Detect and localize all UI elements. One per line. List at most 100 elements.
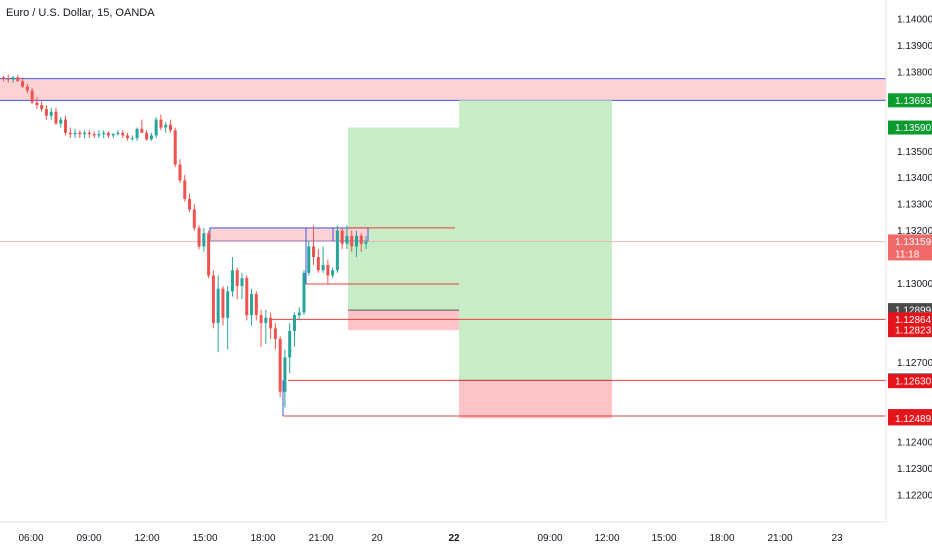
candle-body xyxy=(35,102,39,106)
candle-body xyxy=(178,164,182,181)
candle-body xyxy=(164,124,168,128)
time-axis[interactable]: 06:00 09:00 12:00 15:00 18:00 21:00 20 22 09:00 1… xyxy=(18,533,843,544)
drawing-zones[interactable] xyxy=(0,78,886,419)
price-tag-bg xyxy=(888,323,932,338)
candle xyxy=(292,312,296,347)
candle-body xyxy=(192,209,196,228)
candle xyxy=(259,309,263,347)
long-position-loss xyxy=(459,380,612,419)
candle xyxy=(297,307,301,321)
small-position-profit xyxy=(348,127,459,311)
candle-body xyxy=(335,230,339,271)
candle xyxy=(178,159,182,184)
candle-body xyxy=(288,330,292,358)
candle-body xyxy=(54,111,58,124)
candle-body xyxy=(49,111,53,116)
price-tag-label: 1.12864 xyxy=(895,315,932,326)
candle xyxy=(92,131,96,139)
price-axis-label: 1.14000 xyxy=(897,15,932,26)
price-axis-label: 1.12300 xyxy=(897,464,932,475)
candle xyxy=(245,275,249,321)
price-tag: 1.12823 xyxy=(888,323,932,338)
candle-body xyxy=(307,246,311,273)
candle-body xyxy=(30,90,34,103)
candle-body xyxy=(283,357,287,392)
candle xyxy=(326,259,330,284)
candle xyxy=(302,270,306,316)
candle xyxy=(307,241,311,276)
candle-body xyxy=(316,257,320,271)
time-axis-label: 21:00 xyxy=(308,533,333,544)
price-axis-label: 1.13900 xyxy=(897,41,932,52)
candle-body xyxy=(83,132,87,135)
candle-body xyxy=(254,293,258,316)
candle-body xyxy=(145,132,149,140)
candle xyxy=(226,286,230,350)
candle xyxy=(331,267,335,279)
candle-body xyxy=(25,86,29,91)
candle xyxy=(97,130,101,139)
candle xyxy=(211,270,215,329)
symbol-title[interactable]: Euro / U.S. Dollar, 15, OANDA xyxy=(6,7,155,19)
price-tag-label: 1.13590 xyxy=(895,123,932,134)
candle xyxy=(126,132,130,141)
candle xyxy=(207,230,211,279)
candle xyxy=(121,130,125,139)
candle xyxy=(197,225,201,250)
price-tag: 1.13693 xyxy=(888,93,932,108)
candle-body xyxy=(221,288,225,318)
candle-body xyxy=(173,130,177,165)
candle-body xyxy=(135,128,139,139)
candle-body xyxy=(331,270,335,276)
candle xyxy=(21,77,25,88)
candle xyxy=(250,288,254,326)
candle-body xyxy=(235,270,239,287)
candle xyxy=(240,272,244,300)
candle xyxy=(130,135,134,141)
candle-body xyxy=(302,272,306,313)
price-tag-bg xyxy=(888,312,932,327)
price-axis-label: 1.12700 xyxy=(897,358,932,369)
price-axis-label: 1.12200 xyxy=(897,490,932,501)
candle xyxy=(16,74,20,82)
price-tag-label: 1.13693 xyxy=(895,96,932,107)
candle xyxy=(159,114,163,131)
candle xyxy=(116,130,120,136)
price-axis-label: 1.13400 xyxy=(897,173,932,184)
candle-body xyxy=(259,315,263,324)
candle-body xyxy=(250,293,254,316)
price-tag: 1.13590 xyxy=(888,120,932,135)
candle xyxy=(140,119,144,133)
price-tag: 1.12630 xyxy=(888,374,932,389)
candle-body xyxy=(364,241,368,244)
candle-body xyxy=(359,235,363,244)
candle xyxy=(87,130,91,139)
candle xyxy=(364,235,368,250)
candle xyxy=(49,107,53,120)
candle xyxy=(254,291,258,321)
candle-body xyxy=(168,124,172,131)
price-tag-label: 1.12489 xyxy=(895,414,932,425)
candle xyxy=(216,275,220,353)
candle-body xyxy=(264,317,268,324)
time-axis-label: 15:00 xyxy=(651,533,676,544)
candle xyxy=(35,97,39,110)
candle-body xyxy=(297,312,301,316)
level-lines[interactable] xyxy=(0,227,886,417)
candle-body xyxy=(21,81,25,87)
candle xyxy=(30,87,34,104)
price-axis-label: 1.13800 xyxy=(897,68,932,79)
price-tag-bg xyxy=(888,93,932,108)
candle xyxy=(164,122,168,133)
candle-body xyxy=(116,132,120,135)
candle-body xyxy=(126,135,130,139)
price-tag-label: 1.12630 xyxy=(895,377,932,388)
candle-body xyxy=(2,77,5,79)
candle-body xyxy=(188,198,192,210)
candle-body xyxy=(216,288,220,324)
price-axis[interactable]: 1.14000 1.13900 1.13800 1.13500 1.13400 1.133… xyxy=(897,15,932,502)
candle xyxy=(173,127,177,168)
candle xyxy=(345,225,349,250)
